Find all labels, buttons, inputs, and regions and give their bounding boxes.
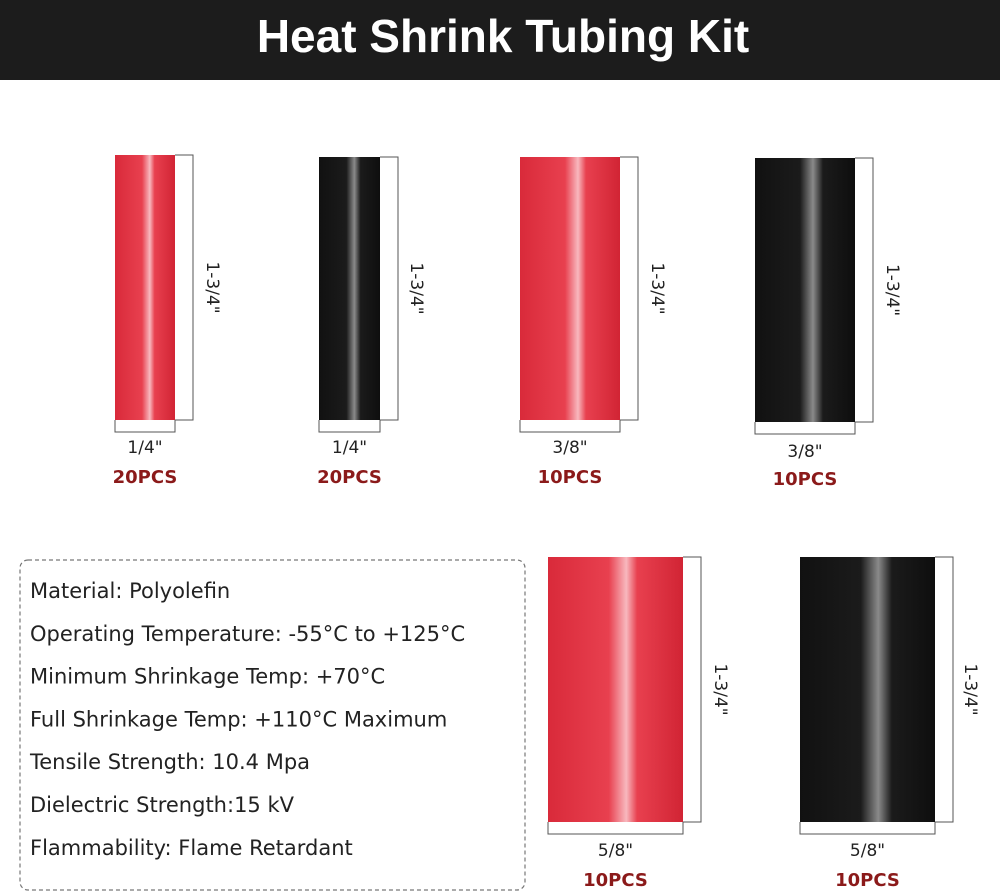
diameter-label: 3/8"	[787, 442, 822, 462]
length-bracket	[620, 156, 639, 421]
tube-body	[115, 155, 175, 420]
specs: Material: Polyolefin Operating Temperatur…	[29, 579, 465, 860]
width-bracket	[318, 420, 381, 433]
width-bracket	[799, 822, 936, 835]
spec-line: Minimum Shrinkage Temp: +70°C	[30, 665, 385, 689]
tube: 1-3/4" 3/8" 10PCS	[519, 156, 667, 488]
spec-line: Material: Polyolefin	[30, 579, 230, 603]
tube: 1-3/4" 1/4" 20PCS	[113, 154, 222, 488]
tube: 1-3/4" 5/8" 10PCS	[547, 556, 730, 891]
tube: 1-3/4" 3/8" 10PCS	[754, 157, 902, 490]
length-bracket	[380, 156, 399, 421]
quantity-label: 20PCS	[317, 467, 382, 488]
diameter-label: 5/8"	[850, 841, 885, 861]
tube-body	[319, 157, 380, 420]
width-bracket	[519, 420, 621, 433]
length-bracket	[855, 157, 874, 423]
spec-line: Operating Temperature: -55°C to +125°C	[30, 622, 465, 646]
length-bracket	[683, 556, 702, 823]
tube-body	[548, 557, 683, 822]
diameter-label: 3/8"	[552, 438, 587, 458]
length-label: 1-3/4"	[960, 663, 980, 715]
length-label: 1-3/4"	[406, 262, 426, 314]
quantity-label: 10PCS	[538, 467, 603, 488]
quantity-label: 10PCS	[583, 870, 648, 891]
spec-line: Flammability: Flame Retardant	[30, 836, 353, 860]
tubes: 1-3/4" 1/4" 20PCS 1-3/4" 1/4" 20PCS 1-3/4" 3/8"…	[113, 154, 980, 891]
length-label: 1-3/4"	[882, 264, 902, 316]
tube-body	[800, 557, 935, 822]
tube: 1-3/4" 5/8" 10PCS	[799, 556, 980, 891]
quantity-label: 10PCS	[835, 870, 900, 891]
spec-line: Tensile Strength: 10.4 Mpa	[29, 750, 310, 774]
spec-line: Dielectric Strength:15 kV	[30, 793, 295, 817]
title: Heat Shrink Tubing Kit	[257, 10, 749, 62]
quantity-label: 10PCS	[773, 469, 838, 490]
length-bracket	[175, 154, 194, 421]
tube-body	[520, 157, 620, 420]
length-bracket	[935, 556, 954, 823]
spec-box	[19, 559, 526, 891]
length-label: 1-3/4"	[710, 663, 730, 715]
diameter-label: 5/8"	[598, 841, 633, 861]
diameter-label: 1/4"	[127, 438, 162, 458]
spec-line: Full Shrinkage Temp: +110°C Maximum	[30, 707, 447, 731]
length-label: 1-3/4"	[647, 262, 667, 314]
header-bar	[0, 0, 1000, 80]
quantity-label: 20PCS	[113, 467, 178, 488]
width-bracket	[754, 422, 856, 435]
tube-body	[755, 158, 855, 422]
length-label: 1-3/4"	[202, 261, 222, 313]
diameter-label: 1/4"	[332, 438, 367, 458]
width-bracket	[547, 822, 684, 835]
width-bracket	[114, 420, 176, 433]
tube: 1-3/4" 1/4" 20PCS	[317, 156, 426, 488]
